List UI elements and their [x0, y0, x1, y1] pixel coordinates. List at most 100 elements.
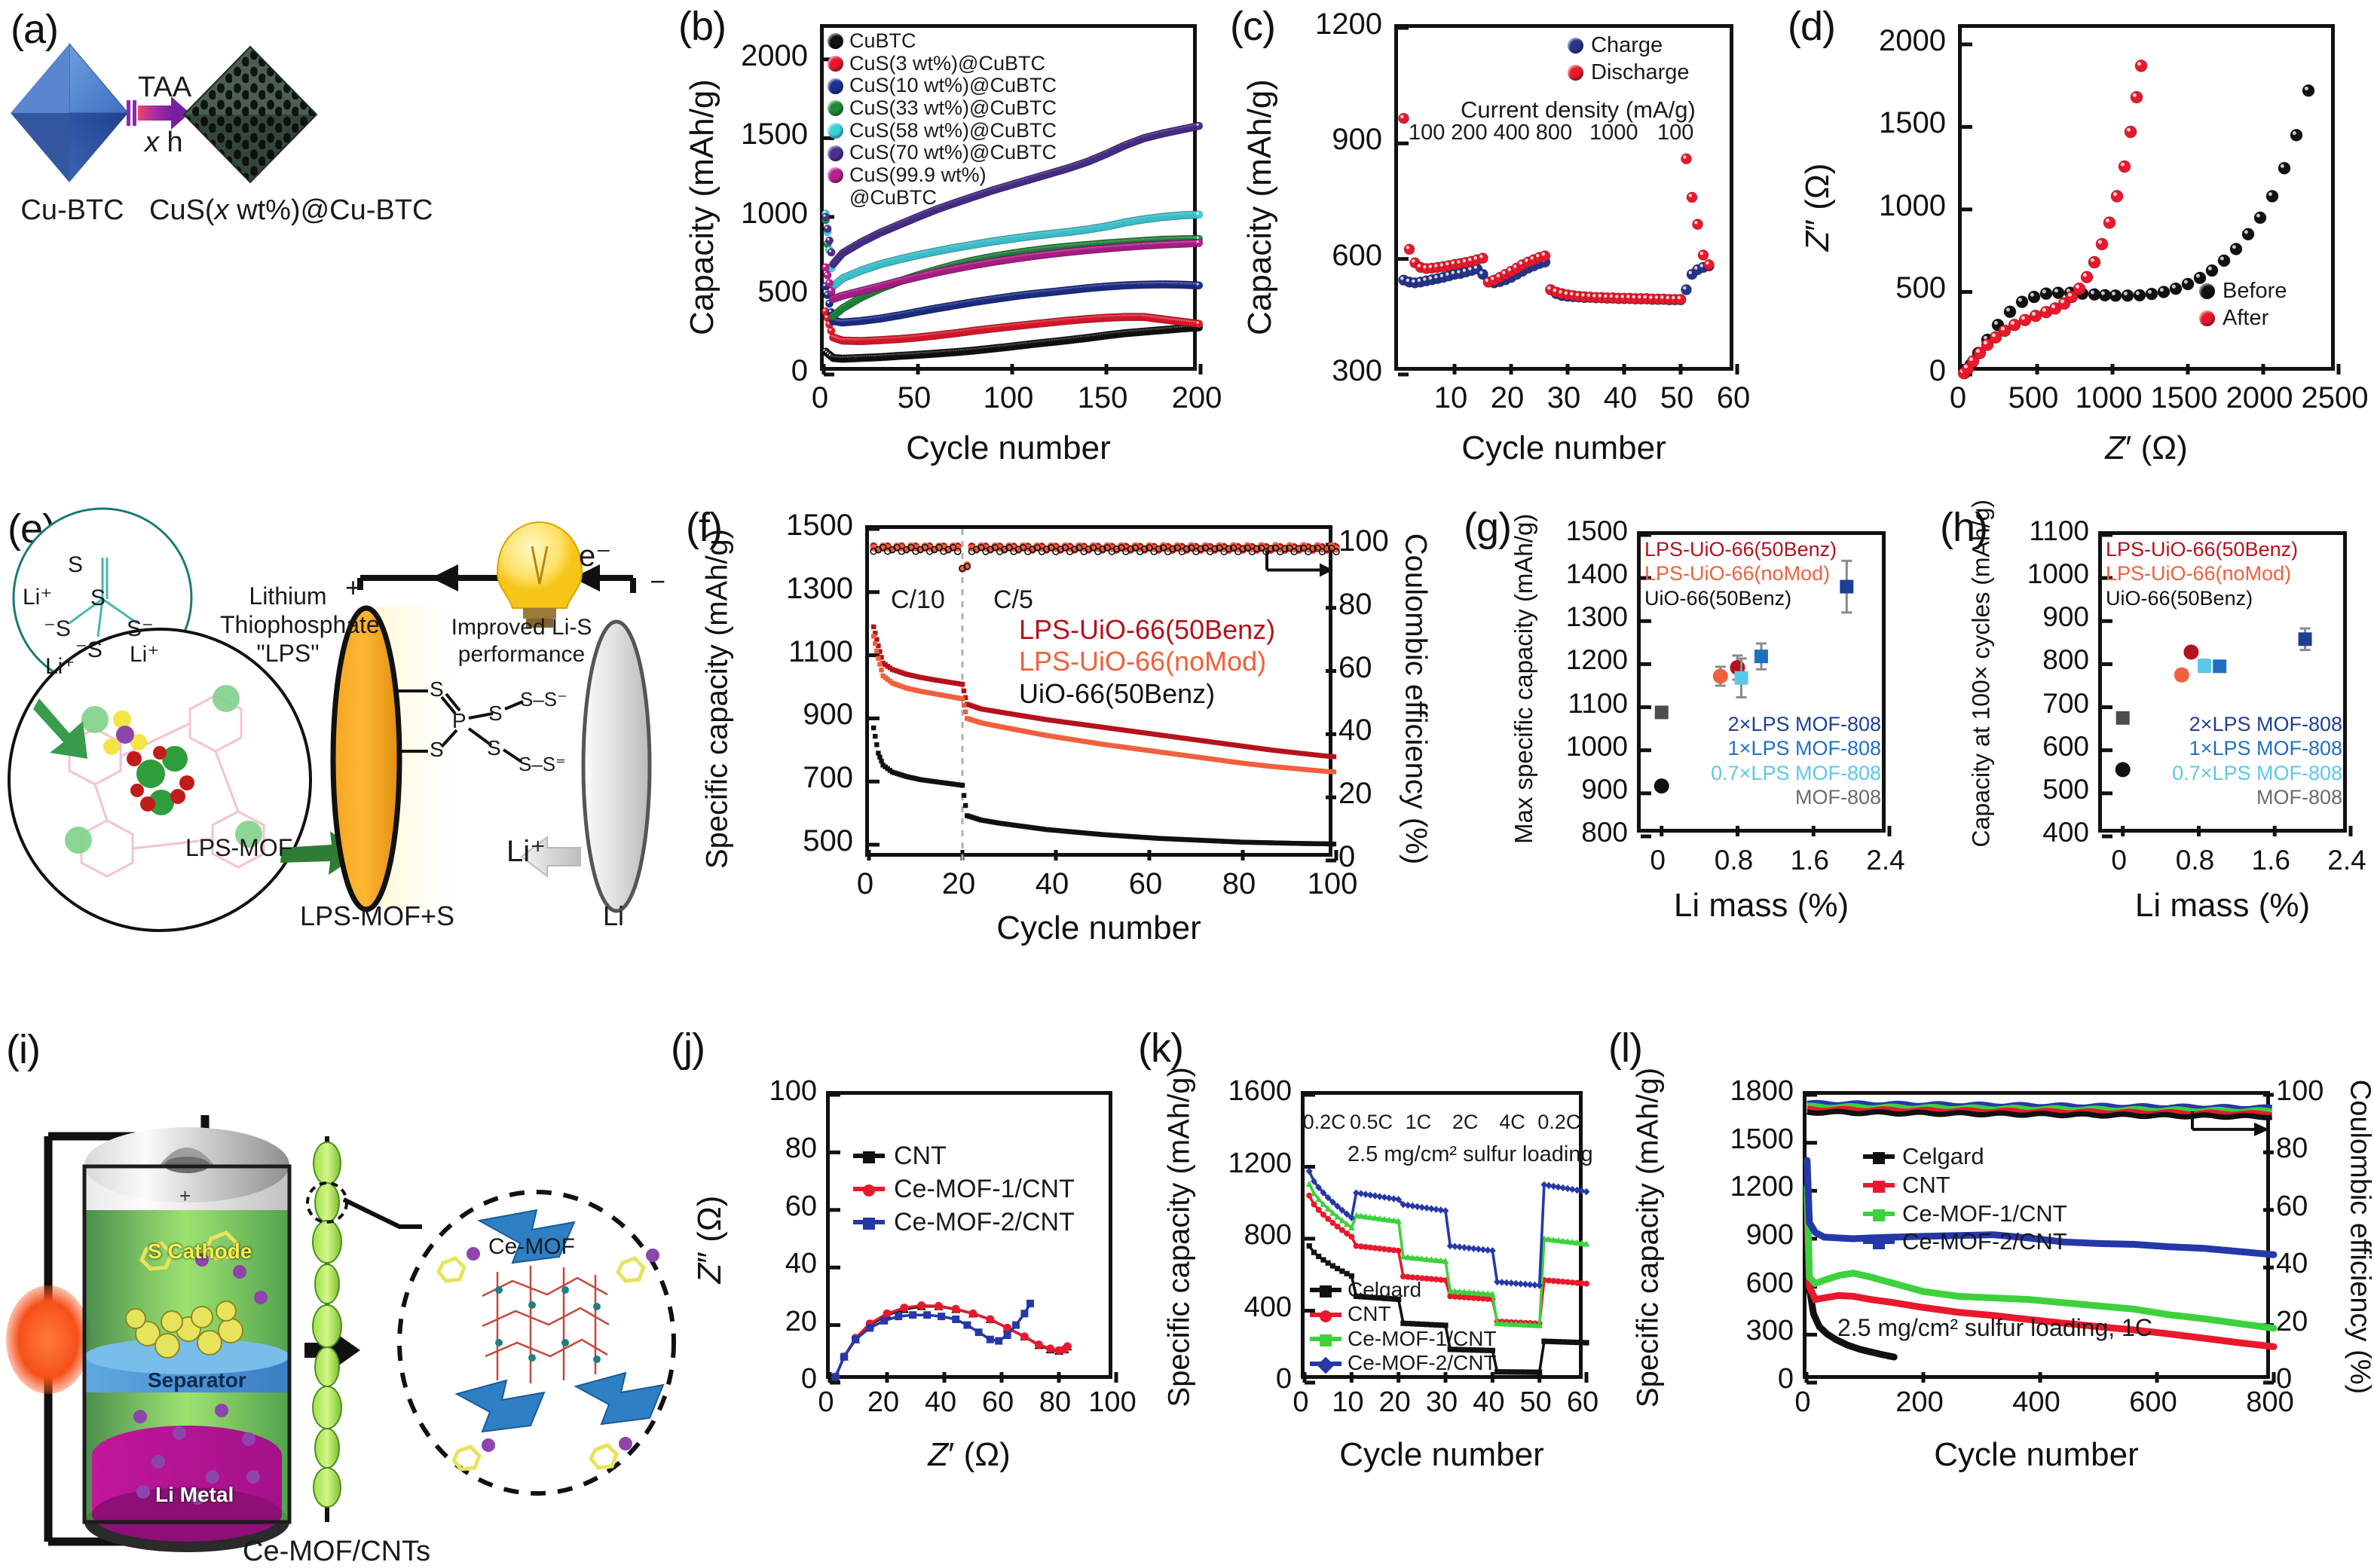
point-LPS-UiO-66(50Benz) — [2183, 644, 2198, 659]
legend-label: CuS(33 wt%)@CuBTC — [849, 97, 1057, 120]
panel-f-ytick: 1100 — [678, 635, 853, 669]
legend-label: 2×LPS MOF-808 — [2189, 712, 2342, 736]
panel-f-xlabel: Cycle number — [865, 909, 1332, 947]
legend-item: Ce-MOF-1/CNT — [1310, 1327, 1497, 1351]
panel-b-ytick: 2000 — [663, 39, 808, 73]
rate-label: 1000 — [1589, 121, 1638, 145]
legend-swatch-icon — [828, 145, 843, 161]
cu-btc-octahedron-icon — [11, 44, 128, 182]
panel_h-xtick: 1.6 — [2236, 845, 2305, 876]
panel-d-xtick: 1000 — [2073, 381, 2145, 415]
atom-s-right: S⁻ — [127, 616, 154, 642]
electron-label: e⁻ — [579, 539, 611, 573]
legend-item: Celgard — [1310, 1278, 1497, 1302]
legend-item: CuS(58 wt%)@CuBTC — [828, 120, 1057, 142]
legend-item: LPS-UiO-66(noMod) — [1019, 646, 1275, 677]
ce-mof-label: Ce-MOF — [488, 1234, 575, 1260]
separator-label: Separator — [148, 1368, 246, 1392]
panel-b-xtick: 0 — [787, 381, 853, 415]
legend-label: CNT — [1348, 1302, 1391, 1326]
legend-label: Before — [2223, 277, 2287, 304]
panel-c-xlabel: Cycle number — [1394, 429, 1733, 467]
li-metal-label: Li Metal — [155, 1483, 234, 1507]
panel-f-xtick: 40 — [1019, 867, 1085, 901]
legend-item: After — [2199, 304, 2287, 332]
panel-l-y2label: Coulombic efficiency (%) — [2344, 1060, 2374, 1414]
legend-label: 1×LPS MOF-808 — [2189, 736, 2342, 760]
lps-caption: Lithium Thiophosphate "LPS" — [220, 582, 356, 668]
panel-c-ytick: 600 — [1221, 239, 1382, 273]
legend-label: Charge — [1591, 32, 1663, 59]
ce-mof-cnts-caption: Ce-MOF/CNTs — [243, 1536, 430, 1568]
legend-item: Ce-MOF-1/CNT — [853, 1172, 1075, 1206]
panel-f-y2tick: 40 — [1338, 714, 1394, 747]
panel-j-ytick: 100 — [663, 1075, 817, 1108]
series-CNT — [831, 1302, 1072, 1381]
panel-k-label: (k) — [1138, 1025, 1183, 1071]
taa-label: TAA — [138, 72, 191, 104]
panel-k-ytick: 0 — [1130, 1363, 1292, 1395]
panel-f-ytick: 1300 — [678, 572, 853, 606]
panel-k-sulfur-annotation: 2.5 mg/cm² sulfur loading — [1348, 1142, 1593, 1167]
rate-label: 100 — [1409, 121, 1445, 145]
legend-swatch-icon — [1568, 65, 1583, 81]
panel-l-xtick: 400 — [1997, 1386, 2076, 1419]
legend-item: Charge — [1568, 32, 1690, 59]
legend-swatch-icon — [828, 123, 843, 139]
panel-f-xtick: 80 — [1206, 867, 1272, 901]
panel-f-ytick: 900 — [678, 698, 853, 732]
panel-b-xtick: 200 — [1164, 381, 1230, 415]
light-bulb-icon — [497, 522, 582, 628]
lps-mof-label: LPS-MOF — [185, 834, 292, 862]
legend-item: CuS(10 wt%)@CuBTC — [828, 75, 1057, 97]
panel-l-ytick: 300 — [1598, 1315, 1794, 1347]
panel-d-xtick: 1500 — [2148, 381, 2220, 415]
legend-swatch-icon — [1568, 38, 1583, 53]
atom-s-bottom: ⁻S — [75, 637, 102, 663]
legend-item: Ce-MOF-2/CNT — [1310, 1351, 1497, 1375]
legend-item: 1×LPS MOF-808 — [2174, 736, 2342, 760]
legend-item: MOF-808 — [2174, 785, 2342, 809]
point-LPS-UiO-66(noMod) — [1713, 667, 1728, 686]
point-1×LPS MOF-808 — [2213, 659, 2226, 673]
panel_g-ytick: 900 — [1462, 774, 1628, 805]
legend-label: Discharge — [1591, 59, 1690, 86]
battery-plus-label: + — [179, 1184, 191, 1208]
panel-c-ytick: 1200 — [1221, 8, 1382, 41]
legend-item: LPS-UiO-66(noMod) — [1644, 561, 1837, 585]
legend-label: UiO-66(50Benz) — [1644, 586, 1791, 610]
chain-s-1: S — [430, 677, 444, 701]
panel-l-y2tick: 100 — [2276, 1075, 2330, 1108]
panel_g-ytick: 1100 — [1462, 688, 1628, 720]
panel-c-xtick: 60 — [1700, 381, 1767, 415]
panel_g-xtick: 1.6 — [1775, 845, 1844, 876]
legend-swatch-icon — [828, 100, 843, 116]
panel-h-legend-top: LPS-UiO-66(50Benz)LPS-UiO-66(noMod)UiO-6… — [2106, 537, 2298, 610]
panel-d-ytick: 2000 — [1779, 24, 1946, 58]
panel-l-ytick: 1500 — [1598, 1123, 1794, 1156]
legend-label: LPS-UiO-66(noMod) — [2106, 561, 2291, 585]
legend-label: UiO-66(50Benz) — [2106, 586, 2253, 610]
panel_g-ytick: 1200 — [1462, 644, 1628, 676]
panel-l-xtick: 600 — [2114, 1386, 2192, 1419]
panel-l-xtick: 0 — [1764, 1386, 1842, 1419]
panel-k-ytick: 1200 — [1130, 1148, 1292, 1180]
panel-l-y2tick: 20 — [2276, 1306, 2330, 1338]
legend-swatch-icon — [2199, 283, 2215, 299]
legend-swatch-icon — [1310, 1337, 1341, 1341]
panel-j-ytick: 40 — [663, 1248, 817, 1280]
panel-f-legend: LPS-UiO-66(50Benz)LPS-UiO-66(noMod)UiO-6… — [1019, 614, 1275, 710]
panel-a: (a) — [0, 0, 332, 241]
panel-l-y2tick: 80 — [2276, 1132, 2330, 1165]
legend-item: UiO-66(50Benz) — [1644, 586, 1837, 610]
chain-ss-1: S–S⁻ — [520, 688, 567, 711]
legend-item: Before — [2199, 277, 2287, 304]
